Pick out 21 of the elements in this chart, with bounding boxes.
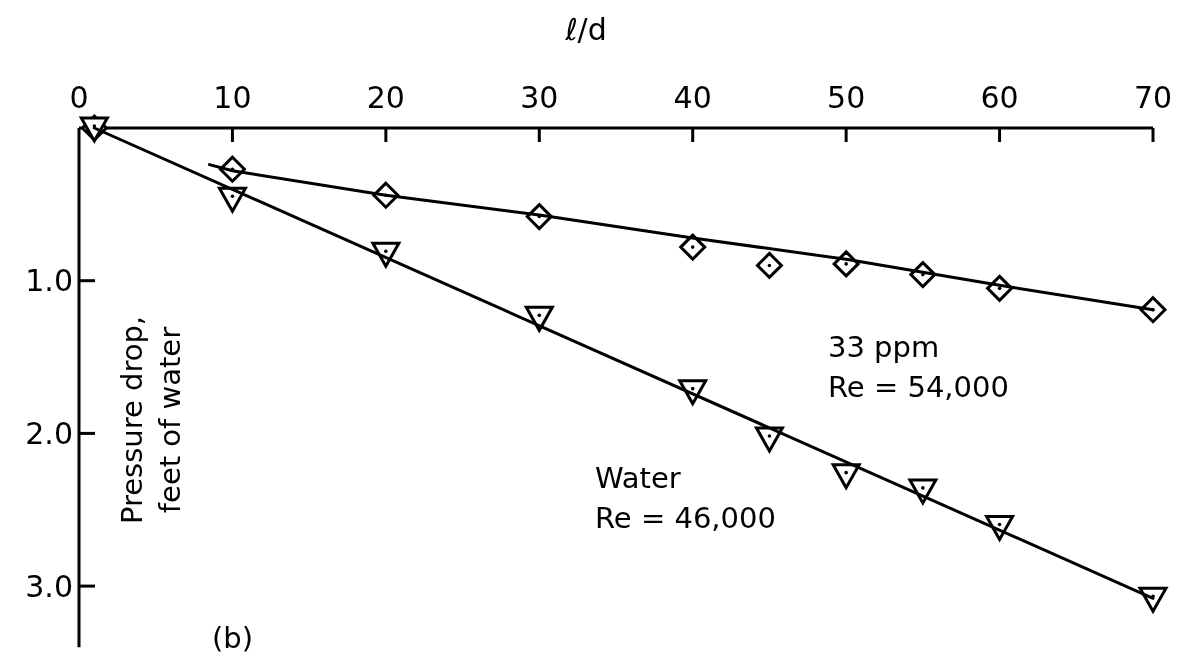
y-tick-label: 1.0 [25, 263, 73, 299]
x-tick-label: 10 [213, 80, 252, 115]
annotation: 33 ppm Re = 54,000 [828, 330, 1009, 404]
point [831, 463, 861, 490]
x-tick-label: 50 [827, 80, 866, 115]
x-tick-label: 60 [980, 80, 1019, 115]
x-tick-label: 70 [1133, 80, 1173, 115]
point [524, 305, 554, 332]
x-tick-label: 40 [673, 80, 712, 115]
annotation: (b) [212, 621, 254, 655]
y-axis-title: Pressure drop, feet of water [115, 315, 187, 525]
x-tick-label: 20 [366, 80, 405, 115]
point [679, 233, 707, 261]
y-tick-label: 3.0 [25, 568, 73, 604]
annotation: Water Re = 46,000 [595, 461, 776, 535]
point [755, 251, 783, 279]
point [908, 478, 938, 505]
y-tick-label: 2.0 [25, 415, 73, 451]
x-tick-label: 0 [69, 80, 89, 115]
x-axis-title: ℓ/d [564, 12, 607, 47]
x-tick-label: 30 [520, 80, 559, 115]
